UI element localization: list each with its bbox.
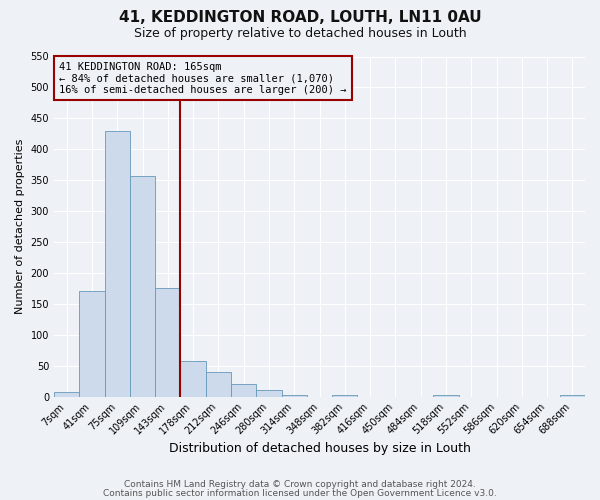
Y-axis label: Number of detached properties: Number of detached properties: [15, 139, 25, 314]
Text: 41, KEDDINGTON ROAD, LOUTH, LN11 0AU: 41, KEDDINGTON ROAD, LOUTH, LN11 0AU: [119, 10, 481, 25]
Text: 41 KEDDINGTON ROAD: 165sqm
← 84% of detached houses are smaller (1,070)
16% of s: 41 KEDDINGTON ROAD: 165sqm ← 84% of deta…: [59, 62, 347, 95]
Bar: [231, 384, 256, 396]
Text: Size of property relative to detached houses in Louth: Size of property relative to detached ho…: [134, 28, 466, 40]
X-axis label: Distribution of detached houses by size in Louth: Distribution of detached houses by size …: [169, 442, 470, 455]
Bar: [181, 362, 206, 396]
Text: Contains HM Land Registry data © Crown copyright and database right 2024.: Contains HM Land Registry data © Crown c…: [124, 480, 476, 489]
Text: Contains public sector information licensed under the Open Government Licence v3: Contains public sector information licen…: [103, 488, 497, 498]
Bar: [206, 372, 231, 396]
Bar: [155, 288, 181, 397]
Bar: [130, 176, 155, 396]
Bar: [104, 130, 130, 396]
Bar: [79, 292, 104, 397]
Bar: [332, 394, 358, 396]
Bar: [54, 392, 79, 396]
Bar: [256, 390, 281, 396]
Bar: [281, 394, 307, 396]
